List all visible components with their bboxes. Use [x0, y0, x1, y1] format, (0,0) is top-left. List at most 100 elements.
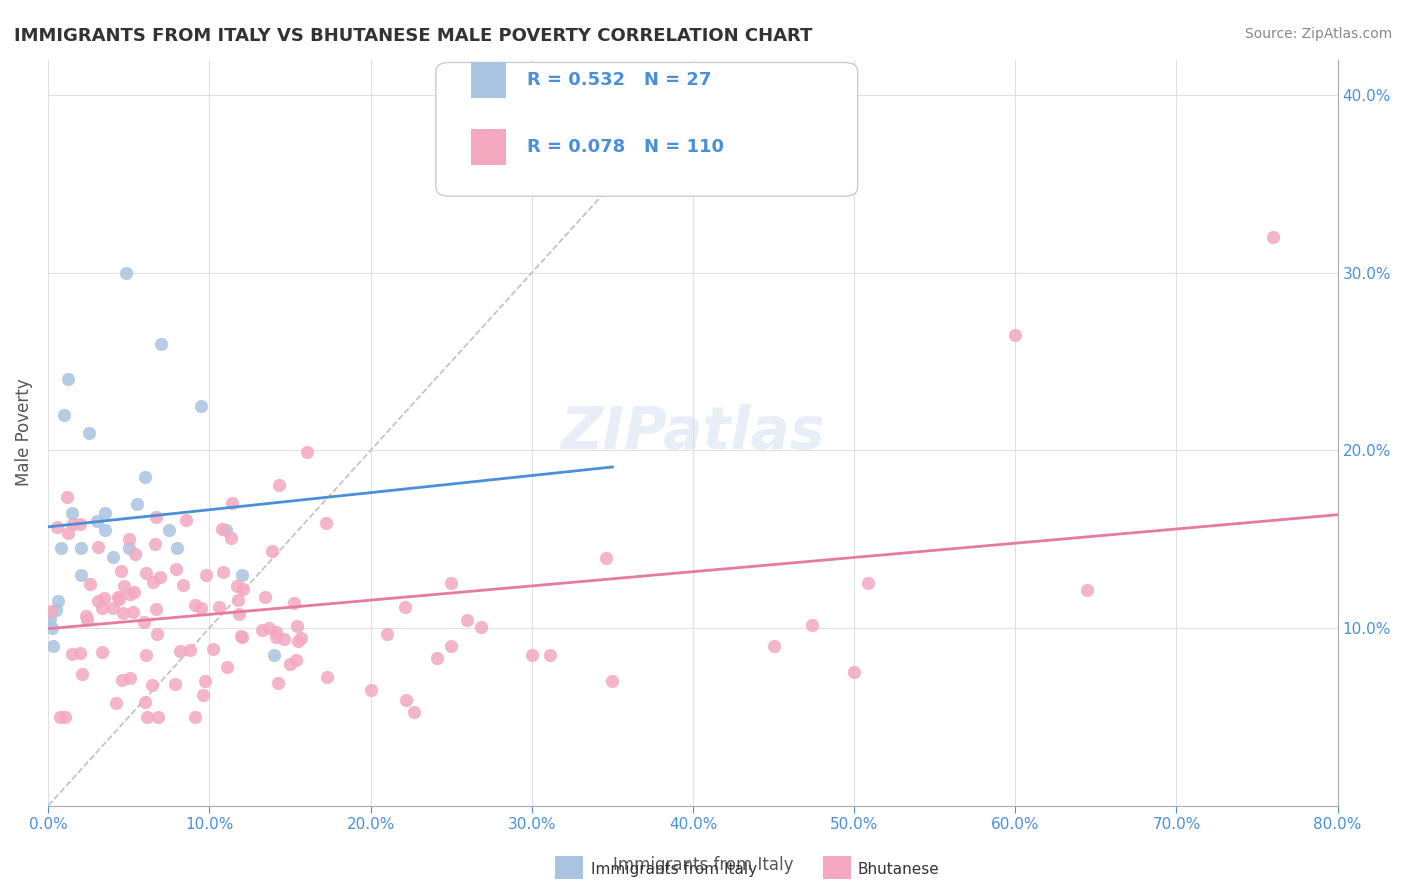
Text: Immigrants from Italy: Immigrants from Italy	[591, 863, 756, 877]
Point	[287, 633, 309, 648]
Point	[215, 659, 238, 673]
Point	[297, 445, 319, 459]
Point	[41, 604, 63, 618]
Point	[440, 575, 463, 590]
Point	[290, 631, 312, 645]
Point	[394, 693, 416, 707]
Point	[172, 578, 194, 592]
Point	[520, 648, 543, 662]
Point	[60, 647, 83, 661]
Point	[165, 677, 187, 691]
Point	[141, 678, 163, 692]
Point	[135, 648, 157, 662]
Point	[56, 372, 79, 386]
Point	[87, 540, 110, 554]
Point	[157, 523, 180, 537]
Point	[51, 541, 73, 555]
Point	[118, 587, 141, 601]
Point	[86, 515, 108, 529]
Point	[762, 639, 785, 653]
Point	[1263, 230, 1285, 244]
Point	[260, 543, 283, 558]
Point	[45, 520, 67, 534]
Point	[267, 675, 290, 690]
Point	[38, 612, 60, 626]
Point	[114, 266, 136, 280]
Point	[285, 653, 308, 667]
Point	[254, 590, 277, 604]
Point	[122, 585, 145, 599]
Point	[426, 651, 449, 665]
Point	[75, 609, 97, 624]
Point	[360, 683, 382, 698]
Point	[595, 550, 617, 565]
Point	[111, 606, 134, 620]
Point	[263, 648, 285, 662]
Point	[193, 688, 215, 702]
Text: R = 0.078   N = 110: R = 0.078 N = 110	[527, 138, 724, 156]
Point	[62, 506, 84, 520]
Point	[122, 605, 145, 619]
Point	[104, 696, 127, 710]
Point	[150, 336, 173, 351]
Point	[118, 532, 141, 546]
Point	[148, 710, 170, 724]
Point	[93, 523, 115, 537]
Point	[166, 541, 188, 555]
Point	[208, 599, 231, 614]
Y-axis label: Male Poverty: Male Poverty	[15, 379, 32, 486]
Point	[118, 671, 141, 685]
Text: Bhutanese: Bhutanese	[858, 863, 939, 877]
Point	[134, 695, 156, 709]
Point	[42, 639, 65, 653]
Point	[69, 541, 91, 555]
Point	[283, 596, 305, 610]
Point	[145, 510, 167, 524]
Point	[90, 645, 112, 659]
Point	[231, 567, 253, 582]
Point	[101, 549, 124, 564]
Point	[143, 537, 166, 551]
Point	[219, 531, 242, 545]
Point	[91, 600, 114, 615]
Point	[110, 564, 132, 578]
Point	[107, 590, 129, 604]
Point	[69, 646, 91, 660]
Point	[149, 570, 172, 584]
Text: IMMIGRANTS FROM ITALY VS BHUTANESE MALE POVERTY CORRELATION CHART: IMMIGRANTS FROM ITALY VS BHUTANESE MALE …	[14, 27, 813, 45]
Point	[142, 575, 165, 590]
Text: ZIPatlas: ZIPatlas	[561, 404, 825, 461]
Point	[134, 470, 156, 484]
Point	[264, 630, 287, 644]
Text: R = 0.532   N = 27: R = 0.532 N = 27	[527, 71, 711, 89]
Point	[135, 710, 157, 724]
Point	[440, 639, 463, 653]
Point	[264, 624, 287, 639]
Point	[41, 621, 63, 635]
Point	[93, 591, 115, 605]
Point	[62, 517, 84, 532]
Point	[53, 408, 76, 422]
Point	[221, 496, 243, 510]
Point	[201, 641, 224, 656]
Point	[69, 567, 91, 582]
Point	[404, 705, 426, 719]
Point	[842, 665, 865, 680]
Point	[259, 621, 281, 635]
Point	[125, 497, 148, 511]
Point	[176, 513, 198, 527]
Point	[226, 579, 249, 593]
Point	[111, 673, 134, 687]
Point	[214, 523, 236, 537]
Point	[93, 506, 115, 520]
Point	[165, 562, 187, 576]
Point	[194, 567, 217, 582]
Point	[107, 591, 129, 606]
Point	[278, 657, 301, 671]
Point	[232, 582, 254, 596]
Point	[56, 490, 79, 504]
Point	[228, 607, 250, 621]
Point	[229, 629, 252, 643]
Point	[316, 670, 339, 684]
Point	[856, 575, 879, 590]
